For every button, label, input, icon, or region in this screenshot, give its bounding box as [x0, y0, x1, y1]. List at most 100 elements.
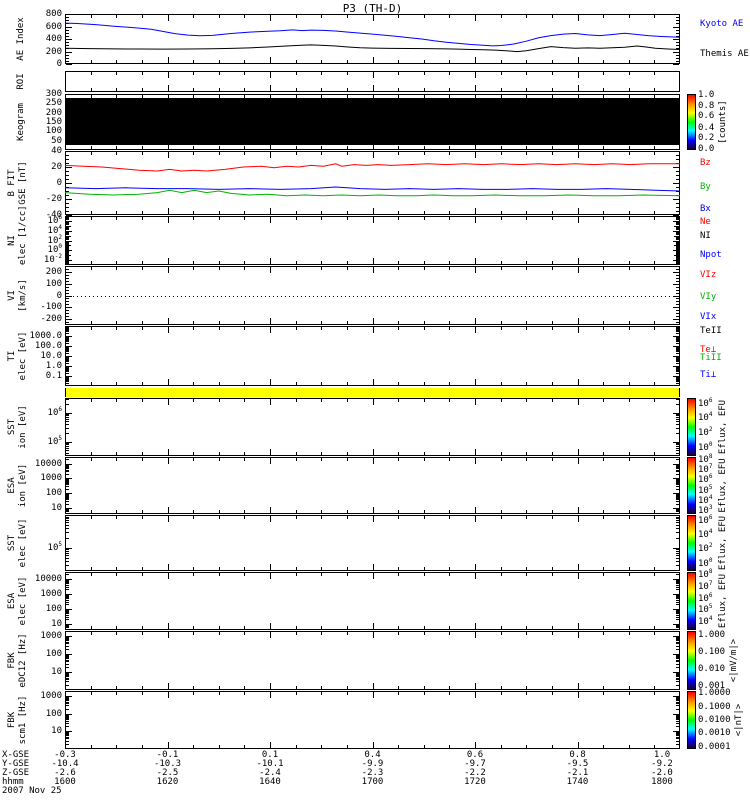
ytick-minor — [676, 609, 679, 611]
xtick — [628, 88, 630, 91]
xtick — [141, 686, 143, 689]
xtick — [321, 452, 323, 455]
xtick — [603, 267, 605, 270]
xtick — [603, 745, 605, 748]
ytick-minor — [676, 616, 679, 618]
xtick — [141, 452, 143, 455]
ytick-minor — [676, 494, 679, 496]
xtick — [193, 95, 195, 98]
ytick-minor — [676, 60, 679, 62]
xtick — [551, 632, 553, 635]
ytick-minor — [66, 362, 69, 364]
xtick — [654, 510, 656, 513]
ylabel-keo: Keogram — [16, 103, 26, 141]
ytick-minor — [66, 171, 69, 172]
xtick — [346, 692, 348, 695]
ytick-label: 1000 — [40, 691, 62, 702]
xtick — [270, 72, 271, 78]
ytick-minor — [676, 677, 679, 679]
right-label-npot: Npot — [700, 250, 722, 261]
xtick — [628, 72, 630, 75]
xtick — [295, 686, 297, 689]
ytick-minor — [676, 358, 679, 360]
ytick-minor — [66, 641, 69, 643]
xtick — [167, 683, 169, 689]
xtick — [603, 152, 605, 155]
ytick-minor — [676, 263, 679, 265]
ytick-minor — [66, 382, 69, 384]
ytick-decade — [674, 593, 679, 595]
ytick-minor — [676, 672, 679, 674]
ytick-label: 1000 — [40, 631, 62, 642]
ytick-decade — [674, 547, 679, 549]
xtick — [218, 261, 220, 264]
colorbar-tick: 104 — [698, 410, 713, 423]
ytick-minor — [676, 283, 679, 285]
right-label-te-: Te⊥ — [700, 344, 717, 355]
ytick-minor — [676, 432, 679, 434]
ytick-minor — [66, 663, 69, 665]
ephemeris-value: -9.2 — [651, 759, 673, 769]
xtick — [551, 567, 553, 570]
ytick-decade — [66, 230, 71, 232]
ytick-minor — [66, 369, 69, 370]
xtick — [398, 152, 400, 155]
ytick-minor — [676, 359, 679, 360]
ytick-minor — [676, 224, 679, 226]
ytick-minor — [676, 171, 679, 172]
ytick-minor — [66, 252, 69, 254]
ytick-minor — [676, 716, 679, 718]
xtick — [346, 72, 348, 75]
xtick — [551, 327, 553, 330]
ytick-minor — [66, 32, 69, 34]
xtick — [654, 382, 656, 385]
ytick-minor — [676, 234, 679, 236]
ytick-minor — [676, 501, 679, 502]
ytick-minor — [676, 493, 679, 495]
ytick-minor — [66, 674, 69, 676]
xtick — [218, 211, 220, 214]
xtick — [423, 573, 425, 576]
ytick-minor — [66, 624, 69, 626]
ytick-minor — [676, 684, 679, 686]
xtick — [295, 382, 297, 385]
ytick-minor — [66, 369, 69, 371]
ytick-minor — [66, 432, 69, 434]
ytick-minor — [676, 611, 679, 613]
xtick — [295, 261, 297, 264]
xtick — [526, 399, 528, 402]
xtick — [167, 692, 169, 698]
xtick — [526, 88, 528, 91]
series-themis-ae — [65, 44, 680, 53]
xtick — [526, 510, 528, 513]
colorbar-unit-fbk2: <|nT|> — [734, 703, 744, 737]
xtick — [346, 95, 348, 98]
ytick-minor — [66, 471, 69, 473]
xtick — [628, 458, 630, 461]
xtick — [116, 88, 118, 91]
ytick-minor — [66, 524, 69, 526]
xtick — [577, 143, 579, 149]
xtick — [141, 321, 143, 324]
xtick — [270, 564, 271, 570]
ytick-minor — [66, 341, 69, 343]
ytick-decade — [66, 376, 71, 377]
xtick — [141, 261, 143, 264]
ytick-minor — [676, 471, 679, 473]
ytick-minor — [66, 625, 69, 627]
xtick — [449, 321, 451, 324]
xtick — [475, 564, 476, 570]
ytick-mark — [673, 215, 679, 216]
xtick — [551, 146, 553, 149]
xtick — [500, 217, 502, 220]
xtick — [423, 15, 425, 18]
ytick-minor — [676, 703, 679, 705]
ytick-label: 104 — [47, 223, 62, 236]
xtick — [167, 258, 169, 264]
xtick — [270, 85, 271, 91]
xtick — [475, 573, 476, 579]
ytick-minor — [66, 598, 69, 600]
ytick-decade — [66, 636, 71, 638]
xtick — [449, 327, 451, 330]
xtick — [475, 143, 476, 149]
